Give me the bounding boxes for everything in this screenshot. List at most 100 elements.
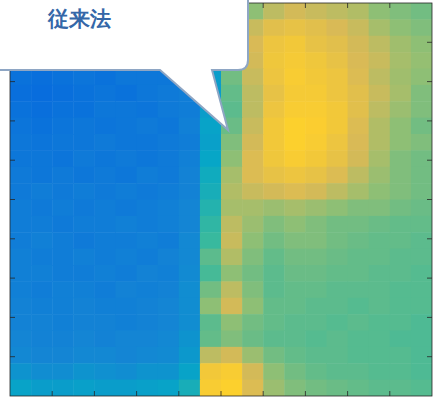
cell [284,232,306,249]
cell [390,36,412,53]
cell [327,52,349,69]
x-tick [221,391,222,396]
cell [94,69,116,86]
cell [221,134,243,151]
cell [31,216,53,233]
cell [411,85,432,102]
cell [411,69,432,86]
cell [369,118,391,135]
cell [263,380,285,396]
cell [284,298,306,315]
cell [242,200,264,217]
y-tick-right [427,199,432,200]
x-tick [263,391,264,396]
cell [327,118,349,135]
cell [305,347,327,364]
cell [221,183,243,200]
cell [31,118,53,135]
cell [305,331,327,348]
cell [348,363,370,380]
cell [284,249,306,266]
cell [94,150,116,167]
cell [221,380,243,396]
cell [73,85,95,102]
cell [390,216,412,233]
cell [10,249,32,266]
cell [305,249,327,266]
cell [200,331,222,348]
cell [242,118,264,135]
cell [263,52,285,69]
cell [411,134,432,151]
cell [327,183,349,200]
cell [411,298,432,315]
cell [284,69,306,86]
cell [116,85,138,102]
cell [263,19,285,36]
cell [158,101,180,118]
x-tick [347,391,348,396]
cell [137,363,159,380]
cell [200,232,222,249]
annotation: 従来法 [47,7,111,31]
cell [137,167,159,184]
cell [10,380,32,396]
cell [369,3,391,20]
cell [305,150,327,167]
cell [305,314,327,331]
cell [73,183,95,200]
cell [263,249,285,266]
cell [411,36,432,53]
cell [179,281,201,298]
cell [327,363,349,380]
cell [263,281,285,298]
cell [327,200,349,217]
cell [116,183,138,200]
cell [242,134,264,151]
cell [94,380,116,396]
cell [52,216,74,233]
cell [369,380,391,396]
y-tick [10,278,15,279]
cell [348,167,370,184]
cell [73,167,95,184]
cell [158,265,180,282]
cell [31,363,53,380]
cell [158,183,180,200]
cell [200,363,222,380]
cell [263,265,285,282]
cell [73,265,95,282]
cell [348,314,370,331]
cell [263,101,285,118]
cell [263,232,285,249]
cell [179,183,201,200]
cell [369,281,391,298]
cell [73,363,95,380]
cell [348,281,370,298]
cell [94,134,116,151]
cell [200,216,222,233]
cell [411,216,432,233]
cell [327,150,349,167]
cell [158,134,180,151]
cell [284,347,306,364]
cell [94,167,116,184]
x-tick [52,391,53,396]
cell [52,101,74,118]
cell [31,249,53,266]
cell [305,3,327,20]
x-tick [389,391,390,396]
x-tick-top [389,3,390,8]
cell [31,69,53,86]
cell [10,118,32,135]
cell [348,85,370,102]
cell [137,101,159,118]
cell [411,118,432,135]
cell [179,380,201,396]
cell [390,118,412,135]
cell [369,167,391,184]
cell [242,363,264,380]
cell [284,167,306,184]
cell [52,281,74,298]
cell [116,167,138,184]
